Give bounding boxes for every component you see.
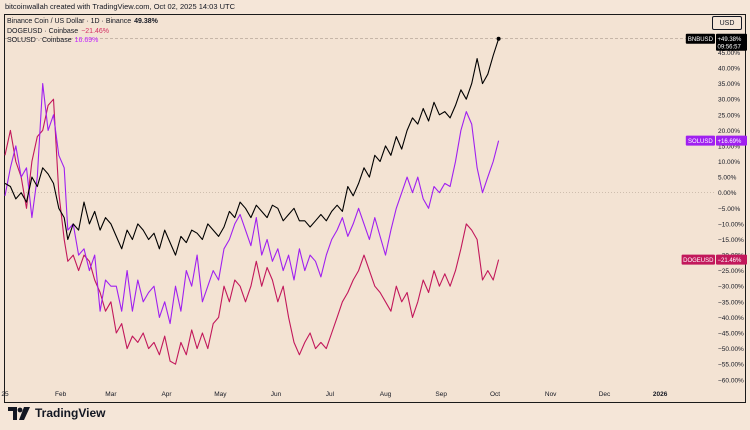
- series-name-badge: [685, 33, 715, 44]
- y-tick-label: −25.00%: [718, 268, 744, 275]
- y-tick-label: −10.00%: [718, 221, 744, 228]
- x-tick-label: 2026: [653, 391, 668, 398]
- x-tick-label: Nov: [545, 391, 557, 398]
- x-tick-label: Jun: [271, 391, 282, 398]
- y-tick-label: −45.00%: [718, 331, 744, 338]
- x-tick-label: Aug: [380, 391, 392, 398]
- chart-frame: [4, 14, 746, 403]
- series-name-badge: [685, 135, 715, 146]
- x-tick-label: Dec: [599, 391, 611, 398]
- y-tick-label: −50.00%: [718, 346, 744, 353]
- series-line-bnbusd: [4, 38, 500, 256]
- series-value-badge: [716, 33, 747, 51]
- legend: Binance Coin / US Dollar · 1D · Binance 4…: [7, 17, 158, 46]
- series-value-badge-text: −21.46%: [718, 258, 743, 264]
- series-name-badge-text: BNBUSD: [688, 37, 714, 43]
- y-tick-label: −55.00%: [718, 362, 744, 369]
- x-tick-label: Jul: [326, 391, 335, 398]
- y-tick-label: 30.00%: [718, 97, 740, 104]
- tradingview-brand: TradingView: [35, 406, 106, 420]
- y-tick-label: 40.00%: [718, 66, 740, 73]
- tradingview-mark-icon: [8, 406, 30, 420]
- y-tick-label: −35.00%: [718, 299, 744, 306]
- series-time-badge-text: 09:56:57: [718, 44, 742, 50]
- legend-value: 16.69%: [74, 37, 99, 44]
- legend-name: SOLUSD · Coinbase: [7, 37, 72, 44]
- y-tick-label: 20.00%: [718, 128, 740, 135]
- y-tick-label: −40.00%: [718, 315, 744, 322]
- y-tick-label: 15.00%: [718, 143, 740, 150]
- x-tick-label: Sep: [435, 391, 447, 398]
- series-name-badge-text: SOLUSD: [688, 139, 713, 145]
- legend-item-doge[interactable]: DOGEUSD · Coinbase −21.46%: [7, 27, 158, 37]
- legend-value: −21.46%: [81, 27, 110, 35]
- y-tick-label: −5.00%: [718, 206, 740, 213]
- legend-name: DOGEUSD · Coinbase: [7, 27, 79, 35]
- y-tick-label: 5.00%: [718, 175, 737, 182]
- series-name-badge-text: DOGEUSD: [683, 258, 714, 264]
- legend-item-bnb[interactable]: Binance Coin / US Dollar · 1D · Binance 4…: [7, 17, 158, 27]
- legend-name: Binance Coin / US Dollar · 1D · Binance: [7, 18, 132, 25]
- series-value-badge-text: +49.38%: [718, 37, 743, 43]
- y-tick-label: 35.00%: [718, 81, 740, 88]
- x-tick-label: Mar: [105, 391, 117, 398]
- series-line-dogeusd: [4, 98, 500, 365]
- x-tick-label: Oct: [490, 391, 500, 398]
- y-tick-label: −30.00%: [718, 284, 744, 291]
- chart-svg[interactable]: 45.00% 40.00% 35.00% 30.00% 25.00% 20.00% 15.0…: [0, 0, 750, 404]
- legend-value: 49.38%: [134, 18, 158, 25]
- series-line-solusd: [4, 83, 500, 325]
- series-name-badge: [681, 254, 715, 265]
- y-tick-label: −60.00%: [718, 377, 744, 384]
- footer: [0, 404, 750, 430]
- tradingview-logo[interactable]: TradingView: [8, 406, 105, 420]
- legend-item-sol[interactable]: SOLUSD · Coinbase 16.69%: [7, 36, 158, 46]
- x-tick-label: Feb: [55, 391, 67, 398]
- attribution-text: bitcoinwallah created with TradingView.c…: [5, 2, 235, 11]
- bnb-endpoint-marker: [496, 36, 501, 41]
- y-tick-label: 25.00%: [718, 112, 740, 119]
- x-tick-label: Apr: [161, 391, 172, 398]
- x-tick-label: 25: [1, 391, 9, 398]
- series-value-badge: [716, 254, 747, 265]
- y-tick-label: −15.00%: [718, 237, 744, 244]
- y-tick-label: 10.00%: [718, 159, 740, 166]
- series-value-badge-text: +16.69%: [718, 139, 743, 145]
- x-tick-label: May: [214, 391, 227, 398]
- series-value-badge: [716, 135, 747, 146]
- y-tick-label: 0.00%: [718, 190, 737, 197]
- currency-selector[interactable]: USD: [712, 16, 742, 30]
- y-tick-label: 45.00%: [718, 50, 740, 57]
